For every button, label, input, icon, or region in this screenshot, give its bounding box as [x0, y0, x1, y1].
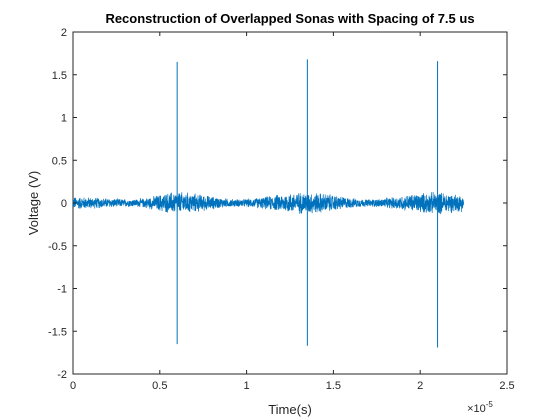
tick-group: 0 0.5 1 1.5 2 2.5 2 1.5 1 0.5 0 -0.5 -1 -1.5 -2	[48, 27, 515, 392]
plot-area: 0 0.5 1 1.5 2 2.5 2 1.5 1 0.5 0 -0.5 -1 -1.5 -2	[48, 27, 515, 392]
x-exponent-power: -5	[486, 400, 494, 409]
y-tick-label: -0.5	[48, 241, 67, 253]
y-tick-label: 0.5	[52, 155, 67, 167]
y-tick-label: 1.5	[52, 70, 67, 82]
x-tick-label: 1	[244, 380, 250, 392]
x-tick-label: 1.5	[326, 380, 341, 392]
y-tick-label: 2	[61, 27, 67, 39]
signal-trace-group	[72, 59, 464, 348]
chart-title: Reconstruction of Overlapped Sonas with …	[105, 11, 474, 26]
y-tick-label: 0	[61, 198, 67, 210]
signal-trace	[72, 191, 464, 215]
x-tick-label: 2.5	[499, 380, 514, 392]
y-tick-label: -1.5	[48, 326, 67, 338]
x-tick-label: 2	[417, 380, 423, 392]
x-exponent-base: ×10	[467, 403, 486, 415]
x-axis-label: Time(s)	[268, 402, 312, 417]
x-tick-label: 0	[70, 380, 76, 392]
x-tick-label: 0.5	[152, 380, 167, 392]
x-exponent-label: ×10-5	[467, 400, 493, 415]
y-axis-label: Voltage (V)	[26, 171, 41, 235]
y-tick-label: -1	[57, 284, 67, 296]
y-tick-label: -2	[57, 369, 67, 381]
y-tick-label: 1	[61, 113, 67, 125]
